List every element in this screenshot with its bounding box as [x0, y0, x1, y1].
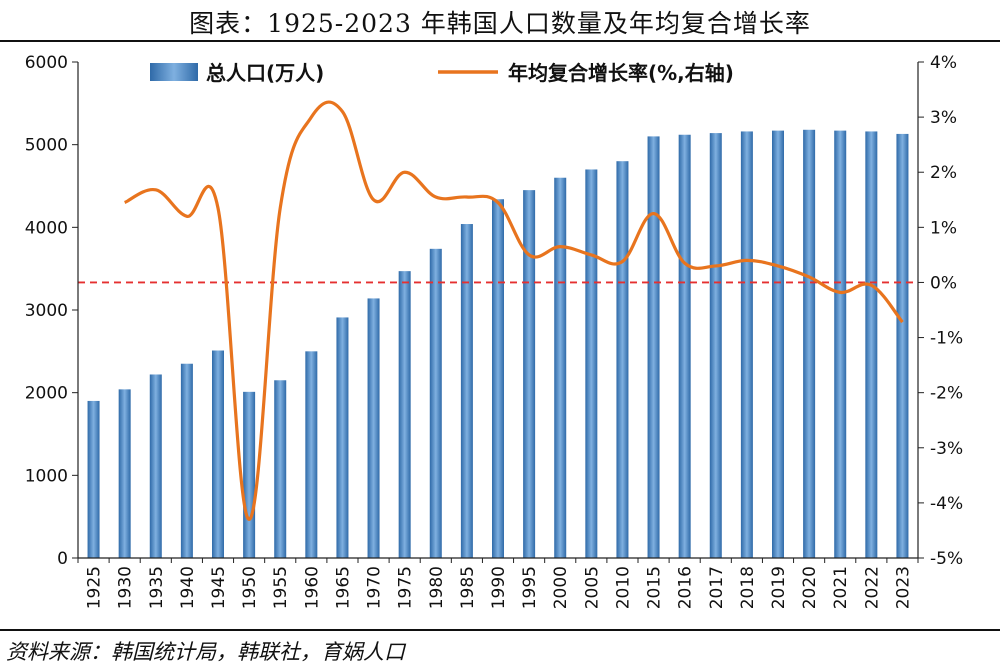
x-tick-label-1980: 1980 — [427, 566, 447, 609]
x-tick-label-2023: 2023 — [893, 566, 913, 609]
x-tick-label-2016: 2016 — [676, 566, 696, 609]
bar-1930 — [118, 389, 131, 558]
x-tick-label-2018: 2018 — [738, 566, 758, 609]
x-tick-label-1965: 1965 — [333, 566, 353, 609]
bars-layer — [87, 129, 909, 559]
bar-2017 — [709, 133, 722, 559]
x-tick-label-2019: 2019 — [769, 566, 789, 609]
line-layer — [123, 100, 904, 522]
bar-1980 — [429, 248, 442, 558]
x-tick-label-1995: 1995 — [520, 566, 540, 609]
right-tick-label-3%: 3% — [930, 108, 957, 128]
growth-rate-line — [123, 100, 904, 522]
x-tick-label-2010: 2010 — [613, 566, 633, 609]
bar-1925 — [87, 400, 100, 558]
x-tick-label-1960: 1960 — [302, 566, 322, 609]
x-tick-label-1925: 1925 — [85, 566, 105, 609]
x-tick-label-1930: 1930 — [116, 566, 136, 609]
x-tick-label-1940: 1940 — [178, 566, 198, 609]
right-tick-label--4%: -4% — [930, 494, 963, 514]
bar-1990 — [492, 199, 504, 558]
bar-1935 — [149, 374, 162, 558]
source-divider — [0, 629, 1000, 631]
bar-2019 — [772, 130, 784, 558]
legend-bar-swatch — [150, 63, 198, 81]
bar-1955 — [274, 380, 287, 558]
right-tick-label--2%: -2% — [930, 384, 963, 404]
bar-2005 — [585, 169, 598, 558]
bar-2020 — [803, 129, 816, 558]
bar-1945 — [212, 350, 224, 558]
title-divider — [0, 40, 1000, 42]
left-tick-label-1000: 1000 — [25, 466, 68, 486]
bar-1965 — [336, 317, 349, 558]
bar-1960 — [305, 351, 318, 558]
bar-2023 — [896, 133, 909, 559]
left-tick-label-6000: 6000 — [25, 53, 68, 73]
axes-layer: 0 1000 2000 3000 4000 5000 6000 -5% -4% -3% -2% -1%… — [25, 53, 963, 609]
x-tick-label-1945: 1945 — [209, 566, 229, 609]
x-tick-label-2021: 2021 — [831, 566, 851, 609]
left-tick-label-3000: 3000 — [25, 301, 68, 321]
chart: 0 1000 2000 3000 4000 5000 6000 -5% -4% -3% -2% -1%… — [25, 53, 963, 609]
x-tick-label-2015: 2015 — [645, 566, 665, 609]
bar-1995 — [523, 190, 536, 558]
x-tick-label-2017: 2017 — [707, 566, 727, 609]
bar-2010 — [616, 161, 629, 558]
bar-1970 — [367, 298, 380, 558]
left-tick-label-4000: 4000 — [25, 218, 68, 238]
bar-1940 — [180, 363, 193, 558]
right-tick-label--5%: -5% — [930, 549, 963, 569]
chart-title: 图表：1925-2023 年韩国人口数量及年均复合增长率 — [189, 9, 811, 38]
bar-1975 — [398, 271, 411, 558]
x-tick-label-1955: 1955 — [271, 566, 291, 609]
right-tick-label-2%: 2% — [930, 163, 957, 183]
right-tick-label-4%: 4% — [930, 53, 957, 73]
right-tick-label--1%: -1% — [930, 329, 963, 349]
bar-2015 — [647, 136, 660, 558]
x-tick-label-1950: 1950 — [240, 566, 260, 609]
x-tick-label-1985: 1985 — [458, 566, 478, 609]
bar-2021 — [834, 130, 847, 558]
bar-1985 — [460, 224, 473, 558]
x-tick-label-1935: 1935 — [147, 566, 167, 609]
right-tick-label--3%: -3% — [930, 439, 963, 459]
x-tick-label-2022: 2022 — [862, 566, 882, 609]
left-tick-label-2000: 2000 — [25, 384, 68, 404]
left-tick-label-5000: 5000 — [25, 136, 68, 156]
x-tick-label-2005: 2005 — [582, 566, 602, 609]
x-tick-label-2000: 2000 — [551, 566, 571, 609]
bar-1950 — [243, 391, 256, 558]
right-tick-label-1%: 1% — [930, 218, 957, 238]
bar-2000 — [554, 177, 567, 558]
left-tick-label-0: 0 — [57, 549, 68, 569]
legend-bar-label: 总人口(万人) — [206, 61, 324, 85]
x-tick-label-2020: 2020 — [800, 566, 820, 609]
legend: 总人口(万人) 年均复合增长率(%,右轴) — [150, 61, 734, 85]
source-note: 资料来源：韩国统计局，韩联社，育娲人口 — [6, 640, 405, 664]
x-tick-label-1975: 1975 — [396, 566, 416, 609]
x-tick-label-1990: 1990 — [489, 566, 509, 609]
bar-2016 — [678, 134, 691, 558]
bar-2018 — [740, 131, 753, 558]
bar-2022 — [865, 131, 878, 558]
right-tick-label-0%: 0% — [930, 273, 957, 293]
x-tick-label-1970: 1970 — [365, 566, 385, 609]
legend-line-label: 年均复合增长率(%,右轴) — [508, 61, 734, 85]
